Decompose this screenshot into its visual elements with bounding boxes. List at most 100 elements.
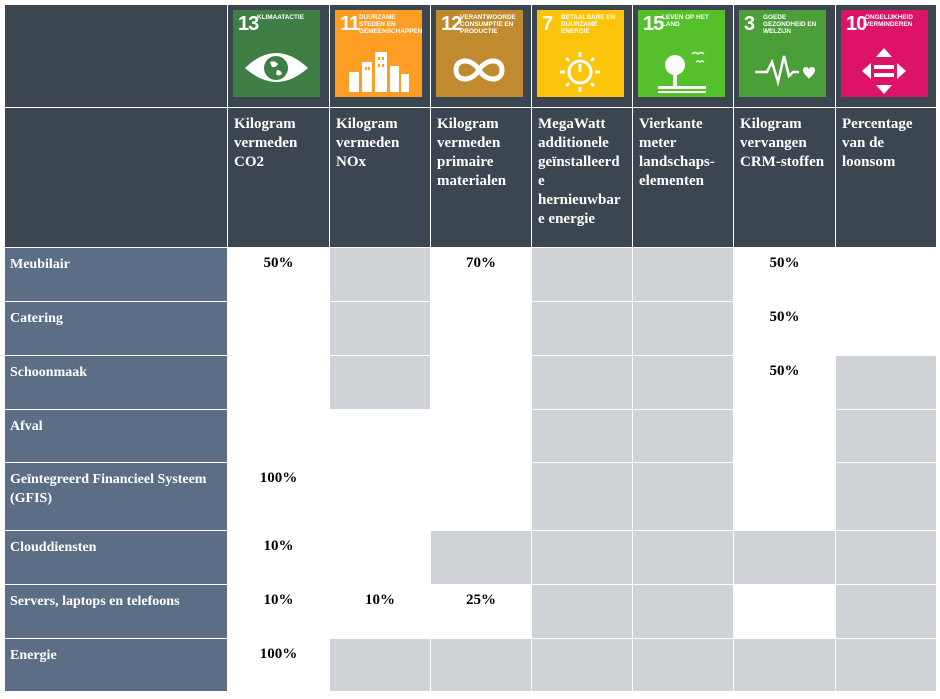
table-cell <box>329 530 431 585</box>
table-cell: 10% <box>227 530 330 585</box>
table-row: Energie 100% <box>4 638 937 692</box>
row-label: Afval <box>4 409 228 463</box>
table-cell <box>835 584 937 639</box>
table-cell <box>531 530 633 585</box>
table-cell <box>632 247 734 302</box>
row-label: Schoonmaak <box>4 355 228 410</box>
column-header: Kilogram vervangen CRM-stoffen <box>733 107 836 248</box>
column-header: Kilogram vermeden CO2 <box>227 107 330 248</box>
column-header: MegaWatt additionele geïnstalleerd e her… <box>531 107 633 248</box>
table-row: Clouddiensten 10% <box>4 530 937 585</box>
sdg-label: DUURZAME STEDEN EN GEMEENSCHAPPEN <box>359 14 422 36</box>
sdg-number: 3 <box>744 13 755 35</box>
table-cell <box>329 462 431 531</box>
equality-arrows-icon <box>862 48 906 94</box>
table-cell <box>733 530 836 585</box>
column-header: Kilogram vermeden NOx <box>329 107 431 248</box>
table-cell <box>227 355 330 410</box>
metric-header-row: Kilogram vermeden CO2 Kilogram vermeden … <box>4 107 937 248</box>
corner-cell <box>4 4 228 108</box>
sdg-label: BETAALBARE EN DUURZAME ENERGIE <box>561 14 616 36</box>
sdg-cell: 13 KLIMAATACTIE <box>227 4 330 108</box>
sdg-tile-11: 11 DUURZAME STEDEN EN GEMEENSCHAPPEN <box>335 10 422 97</box>
sdg-tile-3: 3 GOEDE GEZONDHEID EN WELZIJN <box>739 10 826 97</box>
table-cell <box>329 409 431 463</box>
table-cell <box>430 409 532 463</box>
table-cell <box>227 409 330 463</box>
corner-cell <box>4 107 228 248</box>
table-cell <box>632 355 734 410</box>
table-cell <box>329 638 431 692</box>
sdg-number: 12 <box>441 13 462 35</box>
table-cell <box>531 409 633 463</box>
table-cell: 50% <box>733 247 836 302</box>
column-header: Kilogram vermeden primaire materialen <box>430 107 532 248</box>
row-label: Meubilair <box>4 247 228 302</box>
table-cell <box>227 301 330 356</box>
table-cell: 25% <box>430 584 532 639</box>
column-header: Percentage van de loonsom <box>835 107 937 248</box>
sdg-label: VERANTWOORDE CONSUMPTIE EN PRODUCTIE <box>460 14 516 36</box>
table-cell <box>531 355 633 410</box>
table-cell <box>430 355 532 410</box>
sdg-tile-7: 7 BETAALBARE EN DUURZAME ENERGIE <box>537 10 624 97</box>
row-label: Energie <box>4 638 228 692</box>
table-row: Servers, laptops en telefoons 10% 10% 25% <box>4 584 937 639</box>
tree-birds-icon <box>658 51 706 93</box>
sdg-tile-10: 10 ONGELIJKHEID VERMINDEREN <box>841 10 928 97</box>
sdg-label: LEVEN OP HET LAND <box>662 14 709 29</box>
table-cell <box>632 638 734 692</box>
table-cell <box>632 530 734 585</box>
table-cell: 50% <box>227 247 330 302</box>
sdg-tile-13: 13 KLIMAATACTIE <box>233 10 320 97</box>
table-cell <box>329 301 431 356</box>
sdg-label: GOEDE GEZONDHEID EN WELZIJN <box>763 14 817 36</box>
table-row: Geïntegreerd Financieel Systeem (GFIS) 10… <box>4 462 937 531</box>
sdg-number: 7 <box>542 13 553 35</box>
sdg-number: 15 <box>643 13 664 35</box>
sdg-cell: 11 DUURZAME STEDEN EN GEMEENSCHAPPEN <box>329 4 431 108</box>
table-cell: 10% <box>227 584 330 639</box>
table-cell <box>632 462 734 531</box>
table-cell <box>733 638 836 692</box>
eye-earth-icon <box>245 53 308 82</box>
sdg-cell: 10 ONGELIJKHEID VERMINDEREN <box>835 4 937 108</box>
table-cell: 100% <box>227 638 330 692</box>
table-cell: 50% <box>733 301 836 356</box>
sdg-number: 10 <box>846 13 867 35</box>
table-cell <box>531 584 633 639</box>
table-cell <box>531 638 633 692</box>
row-label: Geïntegreerd Financieel Systeem (GFIS) <box>4 462 228 531</box>
sdg-label: KLIMAATACTIE <box>257 14 304 21</box>
table-cell <box>531 462 633 531</box>
sdg-icon-row: 13 KLIMAATACTIE 11 DUURZAME STEDEN EN GE… <box>4 4 937 108</box>
table-cell <box>733 409 836 463</box>
table-cell <box>632 409 734 463</box>
table-cell <box>733 584 836 639</box>
table-cell <box>430 638 532 692</box>
sdg-cell: 3 GOEDE GEZONDHEID EN WELZIJN <box>733 4 836 108</box>
table-cell: 100% <box>227 462 330 531</box>
table-cell <box>531 247 633 302</box>
table-cell <box>430 301 532 356</box>
table-row: Schoonmaak 50% <box>4 355 937 410</box>
column-header: Vierkante meter landschaps-elementen <box>632 107 734 248</box>
table-cell <box>835 530 937 585</box>
sdg-tile-15: 15 LEVEN OP HET LAND <box>638 10 725 97</box>
row-label: Clouddiensten <box>4 530 228 585</box>
table-cell: 10% <box>329 584 431 639</box>
table-cell: 70% <box>430 247 532 302</box>
table-cell <box>835 638 937 692</box>
table-cell <box>733 462 836 531</box>
table-cell <box>430 530 532 585</box>
sdg-number: 13 <box>238 13 259 35</box>
table-cell <box>632 301 734 356</box>
table-cell <box>835 409 937 463</box>
table-row: Catering 50% <box>4 301 937 356</box>
sdg-label: ONGELIJKHEID VERMINDEREN <box>865 14 913 29</box>
sdg-number: 11 <box>340 13 360 35</box>
table-cell <box>531 301 633 356</box>
infinity-loop-icon <box>453 58 505 82</box>
table-row: Meubilair 50% 70% 50% <box>4 247 937 302</box>
sdg-impact-table: 13 KLIMAATACTIE 11 DUURZAME STEDEN EN GE… <box>4 4 937 692</box>
